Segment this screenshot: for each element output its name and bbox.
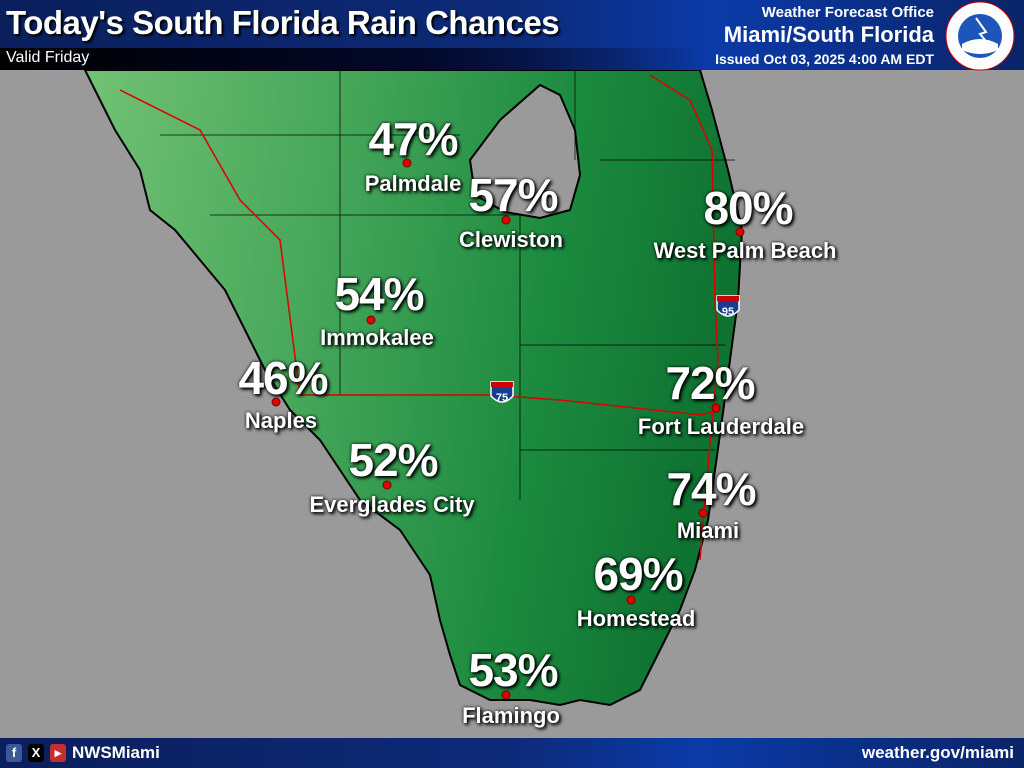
valid-bar	[0, 48, 700, 70]
i95-label: 95	[722, 306, 734, 318]
rain-chance-map: 95 75	[0, 69, 1024, 738]
rain-chance: 47%	[368, 113, 458, 165]
city-dot	[382, 480, 392, 490]
city-dot	[366, 315, 376, 325]
rain-chance: 57%	[468, 169, 558, 221]
header: Today's South Florida Rain Chances Valid…	[0, 0, 1024, 71]
city-name: Palmdale	[364, 171, 462, 196]
city-dot	[501, 215, 511, 225]
rain-chance: 69%	[593, 548, 683, 600]
x-icon[interactable]: X	[28, 744, 44, 762]
youtube-icon[interactable]: ▸	[50, 744, 66, 762]
i75-label: 75	[496, 392, 508, 404]
city-name: Everglades City	[309, 492, 475, 517]
office-name: Miami/South Florida	[723, 22, 934, 47]
city-dot	[711, 403, 721, 413]
rain-chance: 46%	[238, 352, 328, 404]
interstate-75-shield: 75	[490, 381, 514, 404]
rain-chance: 52%	[348, 434, 438, 486]
social-handle[interactable]: NWSMiami	[72, 743, 160, 762]
office-type: Weather Forecast Office	[761, 4, 934, 21]
city-name: West Palm Beach	[653, 238, 837, 263]
lake-okeechobee	[468, 83, 582, 220]
rain-chance: 72%	[665, 357, 755, 409]
city-dot	[626, 595, 636, 605]
land	[83, 69, 744, 707]
city-name: Fort Lauderdale	[637, 414, 805, 439]
city-name: Homestead	[576, 606, 696, 631]
city-dot	[501, 690, 511, 700]
land-map: 95 75	[83, 69, 744, 707]
footer: f X ▸ NWSMiami weather.gov/miami	[0, 738, 1024, 768]
rain-chance: 53%	[468, 644, 558, 696]
issued-time: Issued Oct 03, 2025 4:00 AM EDT	[715, 51, 934, 67]
city-dot	[402, 158, 412, 168]
city-name: Immokalee	[320, 325, 434, 350]
rain-chance: 74%	[666, 463, 756, 515]
city-name: Clewiston	[459, 227, 563, 252]
facebook-icon[interactable]: f	[6, 744, 22, 762]
page-title: Today's South Florida Rain Chances	[6, 4, 560, 41]
city-dot	[735, 227, 745, 237]
website-link[interactable]: weather.gov/miami	[861, 743, 1014, 762]
valid-period: Valid Friday	[6, 49, 90, 66]
city-name: Naples	[244, 408, 318, 433]
city-dot	[271, 397, 281, 407]
city-name: Flamingo	[462, 703, 560, 728]
nws-logo-icon	[945, 1, 1015, 71]
rain-chance: 54%	[334, 268, 424, 320]
interstate-95-shield: 95	[716, 295, 740, 318]
city-dot	[698, 508, 708, 518]
rain-chance: 80%	[703, 182, 793, 234]
city-name: Miami	[676, 518, 740, 543]
